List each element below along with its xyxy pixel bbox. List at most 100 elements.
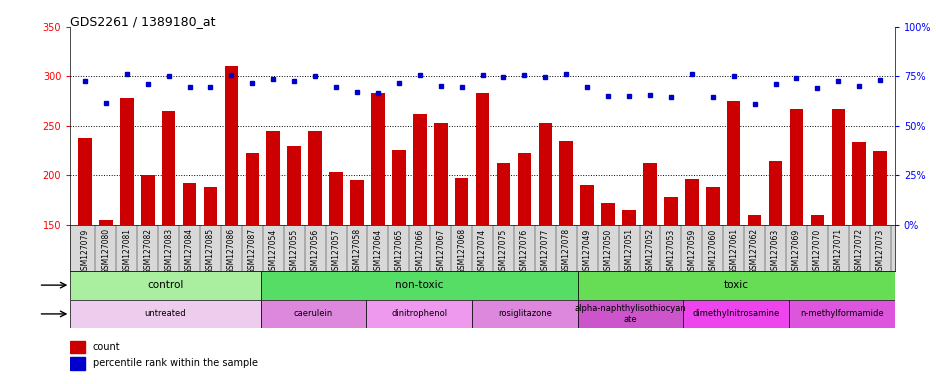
Bar <box>260 300 366 328</box>
Bar <box>70 341 84 353</box>
Text: GSM127072: GSM127072 <box>854 228 863 275</box>
Bar <box>70 357 84 369</box>
Bar <box>559 141 573 225</box>
Text: GSM127058: GSM127058 <box>352 228 361 275</box>
Text: GSM127079: GSM127079 <box>80 228 89 275</box>
Text: GSM127059: GSM127059 <box>687 228 695 275</box>
Bar <box>266 131 280 225</box>
Text: GSM127062: GSM127062 <box>750 228 758 275</box>
Text: GSM127075: GSM127075 <box>499 228 507 275</box>
Bar <box>140 175 154 225</box>
Bar <box>642 163 656 225</box>
Bar <box>183 183 197 225</box>
Bar <box>622 210 636 225</box>
Text: non-toxic: non-toxic <box>394 280 443 290</box>
Text: GSM127069: GSM127069 <box>791 228 800 275</box>
Text: n-methylformamide: n-methylformamide <box>799 310 883 318</box>
Bar <box>682 300 788 328</box>
Text: GSM127049: GSM127049 <box>582 228 591 275</box>
Bar <box>789 109 802 225</box>
Bar <box>70 271 260 300</box>
Bar <box>852 142 865 225</box>
Bar <box>70 300 260 328</box>
Text: GSM127050: GSM127050 <box>603 228 612 275</box>
Text: GSM127084: GSM127084 <box>185 228 194 275</box>
Text: GSM127085: GSM127085 <box>206 228 214 275</box>
Bar <box>260 271 578 300</box>
Bar <box>872 151 886 225</box>
Text: caerulein: caerulein <box>294 310 332 318</box>
Bar <box>454 178 468 225</box>
Text: GSM127064: GSM127064 <box>373 228 382 275</box>
Text: GSM127066: GSM127066 <box>415 228 424 275</box>
Bar <box>371 93 385 225</box>
Bar <box>664 197 677 225</box>
Text: GSM127052: GSM127052 <box>645 228 653 275</box>
Bar <box>684 179 698 225</box>
Text: GSM127078: GSM127078 <box>562 228 570 275</box>
Text: GSM127076: GSM127076 <box>519 228 528 275</box>
Text: GSM127054: GSM127054 <box>269 228 277 275</box>
Bar <box>366 300 472 328</box>
Text: dinitrophenol: dinitrophenol <box>390 310 446 318</box>
Bar <box>472 300 578 328</box>
Text: GSM127073: GSM127073 <box>875 228 884 275</box>
Text: GSM127074: GSM127074 <box>477 228 487 275</box>
Text: GSM127067: GSM127067 <box>436 228 445 275</box>
Text: untreated: untreated <box>144 310 186 318</box>
Text: GDS2261 / 1389180_at: GDS2261 / 1389180_at <box>70 15 215 28</box>
Bar <box>162 111 175 225</box>
Text: percentile rank within the sample: percentile rank within the sample <box>93 358 257 368</box>
Text: GSM127055: GSM127055 <box>289 228 299 275</box>
Text: GSM127065: GSM127065 <box>394 228 402 275</box>
Text: GSM127057: GSM127057 <box>331 228 340 275</box>
Bar <box>578 300 682 328</box>
Bar <box>517 154 531 225</box>
Bar <box>308 131 322 225</box>
Bar <box>433 123 447 225</box>
Bar <box>391 151 405 225</box>
Bar <box>578 271 894 300</box>
Bar <box>99 220 112 225</box>
Text: GSM127082: GSM127082 <box>143 228 152 274</box>
Bar <box>788 300 894 328</box>
Bar <box>475 93 489 225</box>
Bar <box>538 123 551 225</box>
Text: dimethylnitrosamine: dimethylnitrosamine <box>692 310 779 318</box>
Text: GSM127063: GSM127063 <box>770 228 779 275</box>
Text: control: control <box>147 280 183 290</box>
Text: GSM127061: GSM127061 <box>728 228 738 275</box>
Text: GSM127056: GSM127056 <box>311 228 319 275</box>
Text: GSM127080: GSM127080 <box>101 228 110 275</box>
Bar <box>830 109 844 225</box>
Bar <box>329 172 343 225</box>
Text: GSM127060: GSM127060 <box>708 228 716 275</box>
Text: rosiglitazone: rosiglitazone <box>497 310 551 318</box>
Bar <box>413 114 426 225</box>
Text: GSM127086: GSM127086 <box>227 228 236 275</box>
Bar <box>287 146 300 225</box>
Text: GSM127081: GSM127081 <box>123 228 131 274</box>
Bar <box>245 154 259 225</box>
Bar <box>810 215 824 225</box>
Bar <box>768 161 782 225</box>
Bar <box>747 215 761 225</box>
Bar <box>120 98 134 225</box>
Bar <box>203 187 217 225</box>
Bar <box>705 187 719 225</box>
Bar <box>78 137 92 225</box>
Bar <box>350 180 363 225</box>
Bar <box>601 203 614 225</box>
Text: alpha-naphthylisothiocyan
ate: alpha-naphthylisothiocyan ate <box>574 304 686 324</box>
Bar <box>496 163 510 225</box>
Text: GSM127068: GSM127068 <box>457 228 465 275</box>
Bar <box>726 101 739 225</box>
Text: GSM127083: GSM127083 <box>164 228 173 275</box>
Text: GSM127071: GSM127071 <box>833 228 841 275</box>
Text: toxic: toxic <box>723 280 748 290</box>
Text: GSM127053: GSM127053 <box>665 228 675 275</box>
Text: GSM127077: GSM127077 <box>540 228 549 275</box>
Bar <box>579 185 593 225</box>
Bar <box>225 66 238 225</box>
Text: GSM127051: GSM127051 <box>624 228 633 275</box>
